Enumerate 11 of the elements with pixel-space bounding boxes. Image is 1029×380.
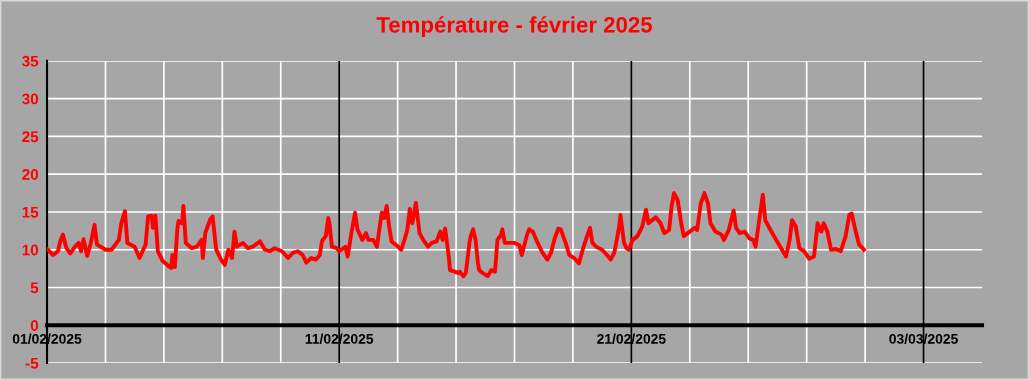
y-tick-label: 30 xyxy=(22,93,39,105)
y-tick-label: -5 xyxy=(25,358,39,369)
chart-title: Température - février 2025 xyxy=(376,16,653,38)
y-tick-label: 20 xyxy=(22,169,39,180)
y-tick-label: 5 xyxy=(30,282,39,294)
line-series xyxy=(47,191,866,279)
y-tick-label: 15 xyxy=(22,206,39,218)
y-tick-label: 25 xyxy=(22,131,39,143)
y-tick-label: 35 xyxy=(22,55,39,67)
y-tick-label: 0 xyxy=(30,320,39,331)
y-tick-label: 10 xyxy=(22,244,39,256)
